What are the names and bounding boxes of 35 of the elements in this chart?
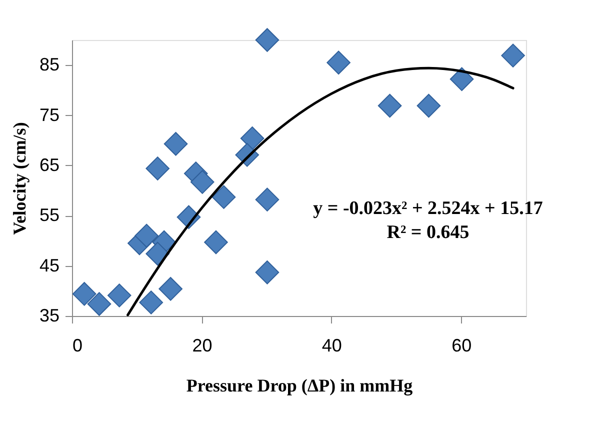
point	[240, 126, 264, 150]
point	[378, 94, 402, 118]
point	[164, 132, 188, 156]
point	[450, 67, 474, 92]
x-axis-title: Pressure Drop (ΔP) in mmHg	[186, 376, 413, 396]
y-tick-label: 55	[39, 205, 60, 226]
annotation: R² = 0.645	[386, 222, 470, 243]
point	[134, 224, 158, 248]
point	[158, 277, 182, 301]
point	[72, 282, 96, 306]
y-axis-title: Velocity (cm/s)	[9, 122, 30, 235]
point	[212, 185, 236, 209]
y-tick-label: 85	[39, 54, 60, 75]
x-tick-label: 40	[322, 336, 342, 356]
point	[255, 28, 280, 52]
point	[139, 290, 164, 314]
point	[416, 94, 441, 118]
x-tick-label: 20	[192, 336, 212, 356]
y-tick-label: 35	[39, 306, 60, 326]
point	[107, 284, 132, 308]
point	[146, 156, 170, 180]
y-tick-label: 65	[39, 154, 60, 175]
point	[255, 188, 280, 212]
point	[204, 230, 228, 254]
point	[255, 260, 280, 284]
point	[190, 170, 214, 194]
y-tick-label: 75	[39, 104, 60, 125]
annotation: y = -0.023x² + 2.524x + 15.17	[313, 198, 544, 219]
y-tick-label: 45	[39, 255, 60, 276]
x-tick-label: 0	[72, 336, 83, 356]
point	[501, 44, 525, 68]
x-tick-label: 60	[452, 336, 472, 356]
point	[87, 292, 112, 316]
point	[326, 50, 350, 74]
point	[146, 242, 170, 266]
